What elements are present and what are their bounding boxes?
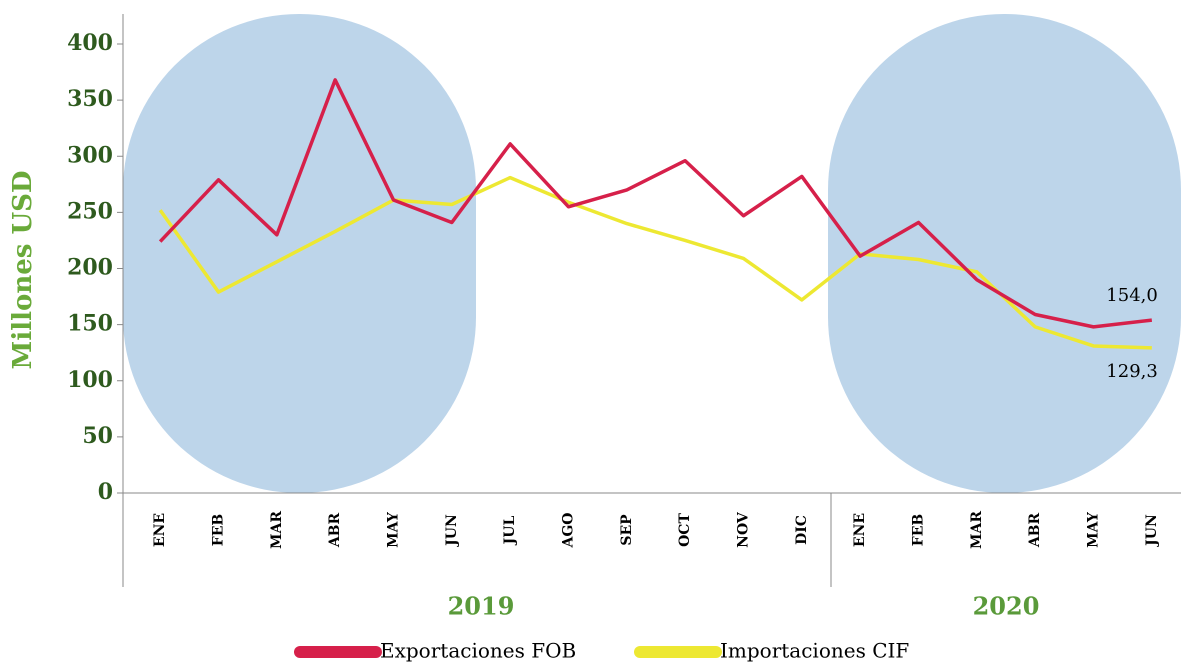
y-axis-label: Millones USD bbox=[8, 171, 38, 370]
x-tick-label: MAR bbox=[269, 511, 285, 549]
x-tick-label: DIC bbox=[794, 515, 810, 545]
y-tick-label: 350 bbox=[67, 86, 113, 112]
highlight-2020 bbox=[828, 14, 1181, 493]
y-tick-label: 50 bbox=[82, 423, 113, 449]
x-tick-label: ABR bbox=[1027, 512, 1043, 548]
y-tick-label: 400 bbox=[67, 30, 113, 56]
x-tick-label: AGO bbox=[561, 512, 577, 548]
x-tick-label: MAR bbox=[969, 511, 985, 549]
highlight-2019 bbox=[123, 14, 476, 493]
x-tick-label: OCT bbox=[677, 513, 693, 547]
x-tick-label: ABR bbox=[327, 512, 343, 548]
x-tick-label: MAY bbox=[1086, 511, 1102, 548]
x-tick-label: FEB bbox=[211, 514, 227, 547]
x-tick-label: NOV bbox=[736, 511, 752, 548]
series-line bbox=[158, 175, 1152, 350]
y-tick-label: 150 bbox=[67, 311, 113, 337]
x-tick-label: JUN bbox=[1144, 514, 1160, 548]
x-tick-label: ENE bbox=[852, 513, 868, 547]
x-tick-label: FEB bbox=[911, 514, 927, 547]
legend-label: Importaciones CIF bbox=[720, 639, 909, 663]
y-tick-label: 250 bbox=[67, 198, 113, 224]
legend-label: Exportaciones FOB bbox=[380, 639, 576, 663]
x-tick-label: SEP bbox=[619, 514, 635, 546]
y-tick-label: 0 bbox=[98, 479, 113, 505]
y-tick-label: 300 bbox=[67, 142, 113, 168]
y-tick-label: 200 bbox=[67, 255, 113, 281]
y-tick-label: 100 bbox=[67, 367, 113, 393]
x-tick-label: ENE bbox=[152, 513, 168, 547]
x-tick-label: JUN bbox=[444, 514, 460, 548]
series-line bbox=[158, 78, 1153, 329]
value-label: 154,0 bbox=[1106, 285, 1158, 306]
group-label: 2019 bbox=[448, 592, 515, 621]
group-label: 2020 bbox=[973, 592, 1040, 621]
x-tick-label: MAY bbox=[386, 511, 402, 548]
value-label: 129,3 bbox=[1106, 361, 1158, 382]
x-tick-label: JUL bbox=[502, 516, 518, 547]
